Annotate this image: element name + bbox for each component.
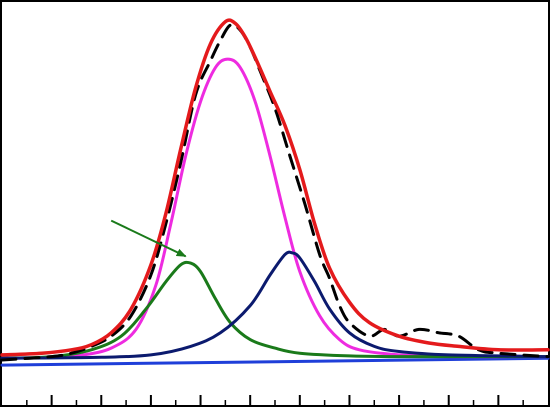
baseline-curve-5 [0,356,550,367]
component-curve-4 [0,250,550,360]
annotation-arrow-0 [110,219,187,258]
component-curve-2 [0,57,550,360]
component-curve-3 [0,260,550,360]
plot-frame [0,0,550,407]
series-layer [0,18,550,367]
measured-curve-0 [0,23,550,362]
x-axis-ticks [26,395,524,405]
annotation-layer [110,219,187,258]
envelope-curve-1 [0,18,550,357]
